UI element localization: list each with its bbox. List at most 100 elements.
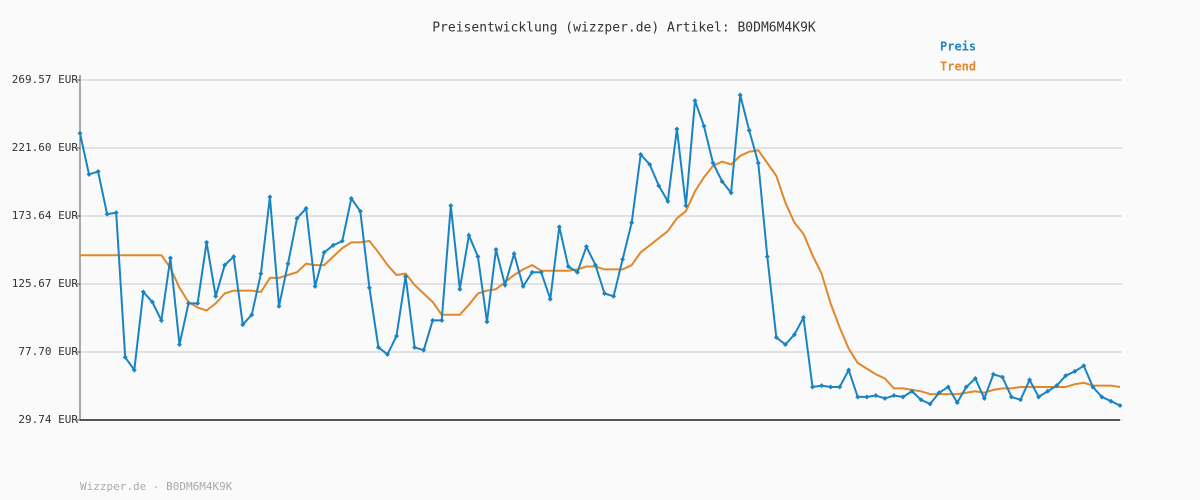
y-tick-label: 221.60 EUR	[12, 141, 79, 154]
data-point	[158, 317, 164, 323]
data-point	[502, 282, 508, 288]
data-point	[954, 400, 960, 406]
data-point	[1027, 377, 1033, 383]
data-point	[819, 383, 825, 389]
data-point	[213, 293, 219, 299]
data-point	[375, 344, 381, 350]
data-point	[728, 190, 734, 196]
data-point	[1081, 363, 1087, 369]
legend-label: Preis	[940, 40, 976, 54]
data-point	[321, 249, 327, 255]
data-point	[764, 254, 770, 260]
data-point	[95, 169, 101, 175]
data-point	[710, 160, 716, 166]
data-point	[611, 293, 617, 299]
data-point	[647, 161, 653, 167]
data-point	[900, 394, 906, 400]
data-point	[692, 98, 698, 104]
data-point	[466, 232, 472, 238]
data-point	[448, 203, 454, 209]
data-point	[855, 394, 861, 400]
data-point	[565, 264, 571, 270]
data-point	[357, 208, 363, 214]
series-line	[80, 149, 1121, 396]
data-point	[1072, 368, 1078, 374]
data-point	[231, 254, 237, 260]
data-point	[864, 394, 870, 400]
data-point	[683, 203, 689, 209]
data-point	[457, 286, 463, 292]
data-point	[394, 333, 400, 339]
data-point	[267, 194, 273, 200]
data-point	[990, 371, 996, 377]
data-point	[285, 261, 291, 267]
data-point	[249, 312, 255, 318]
data-point	[1099, 394, 1105, 400]
data-point	[972, 376, 978, 382]
data-point	[828, 384, 834, 390]
data-point	[1008, 394, 1014, 400]
y-tick-label: 125.67 EUR	[12, 277, 79, 290]
legend-label: Trend	[940, 60, 976, 74]
data-point	[77, 130, 83, 136]
data-point	[574, 269, 580, 275]
data-point	[240, 322, 246, 328]
data-point	[149, 299, 155, 305]
data-point	[258, 271, 264, 277]
data-point	[629, 220, 635, 226]
data-point	[638, 152, 644, 158]
data-point	[403, 273, 409, 279]
data-point	[755, 160, 761, 166]
data-point	[882, 395, 888, 401]
data-point	[1063, 373, 1069, 379]
data-point	[186, 300, 192, 306]
data-point	[547, 296, 553, 302]
data-point	[475, 254, 481, 260]
data-point	[963, 384, 969, 390]
data-point	[945, 384, 951, 390]
data-point	[837, 384, 843, 390]
data-point	[719, 178, 725, 184]
y-tick-label: 269.57 EUR	[12, 73, 79, 86]
data-point	[86, 171, 92, 177]
data-point	[312, 283, 318, 289]
data-point	[222, 262, 228, 268]
data-point	[303, 205, 309, 211]
data-point	[873, 393, 879, 399]
data-point	[737, 92, 743, 98]
data-point	[918, 397, 924, 403]
data-point	[330, 242, 336, 248]
data-point	[936, 390, 942, 396]
data-point	[348, 195, 354, 201]
data-point	[810, 384, 816, 390]
data-point	[131, 367, 137, 373]
data-point	[493, 247, 499, 253]
data-point	[701, 123, 707, 129]
data-point	[511, 251, 517, 257]
data-point	[556, 224, 562, 230]
data-point	[1117, 402, 1123, 408]
data-point	[484, 319, 490, 325]
data-point	[366, 285, 372, 291]
data-point	[538, 269, 544, 275]
data-point	[140, 289, 146, 295]
data-point	[204, 239, 210, 245]
data-point	[195, 300, 201, 306]
chart-title: Preisentwicklung (wizzper.de) Artikel: B…	[432, 21, 816, 36]
data-point	[891, 393, 897, 399]
data-point	[981, 395, 987, 401]
data-point	[122, 354, 128, 360]
data-point	[167, 255, 173, 261]
data-point	[800, 315, 806, 321]
data-point	[113, 210, 119, 216]
data-point	[773, 334, 779, 340]
data-point	[656, 183, 662, 189]
data-point	[927, 401, 933, 407]
data-point	[276, 303, 282, 309]
data-point	[620, 256, 626, 262]
y-tick-label: 77.70 EUR	[18, 345, 78, 358]
data-point	[176, 341, 182, 347]
data-point	[430, 317, 436, 323]
